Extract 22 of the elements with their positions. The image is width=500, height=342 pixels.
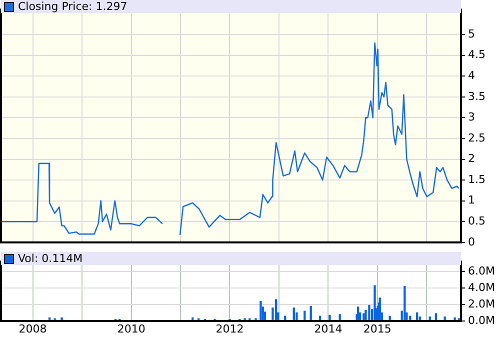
y-tick-label: 2 xyxy=(468,152,475,166)
x-tick-label: 2012 xyxy=(216,322,244,336)
legend-label: Closing Price: 1.297 xyxy=(18,0,128,13)
y-tick-label: 1 xyxy=(468,194,475,207)
y-tick-label: 6.0M xyxy=(468,264,495,278)
legend-label: Vol: 0.114M xyxy=(18,252,83,265)
y-tick-label: 4.5 xyxy=(468,48,486,62)
y-tick-label: 3 xyxy=(468,110,475,124)
y-tick-label: 2.0M xyxy=(468,297,495,310)
y-tick-label: 0.0M xyxy=(468,314,495,327)
x-tick-label: 2014 xyxy=(314,322,342,336)
y-tick-label: 3.5 xyxy=(468,90,486,103)
x-tick-label: 2010 xyxy=(117,322,146,336)
y-tick-label: 4.0M xyxy=(468,280,495,294)
y-tick-label: 0 xyxy=(468,235,475,248)
y-tick-label: 2.5 xyxy=(468,131,486,144)
y-tick-label: 5 xyxy=(468,27,475,40)
y-tick-label: 1.5 xyxy=(468,172,486,186)
x-tick-label: 2008 xyxy=(18,322,47,336)
y-tick-label: 0.5 xyxy=(468,214,486,228)
x-tick-label: 2015 xyxy=(363,322,392,336)
y-tick-label: 4 xyxy=(468,68,475,82)
